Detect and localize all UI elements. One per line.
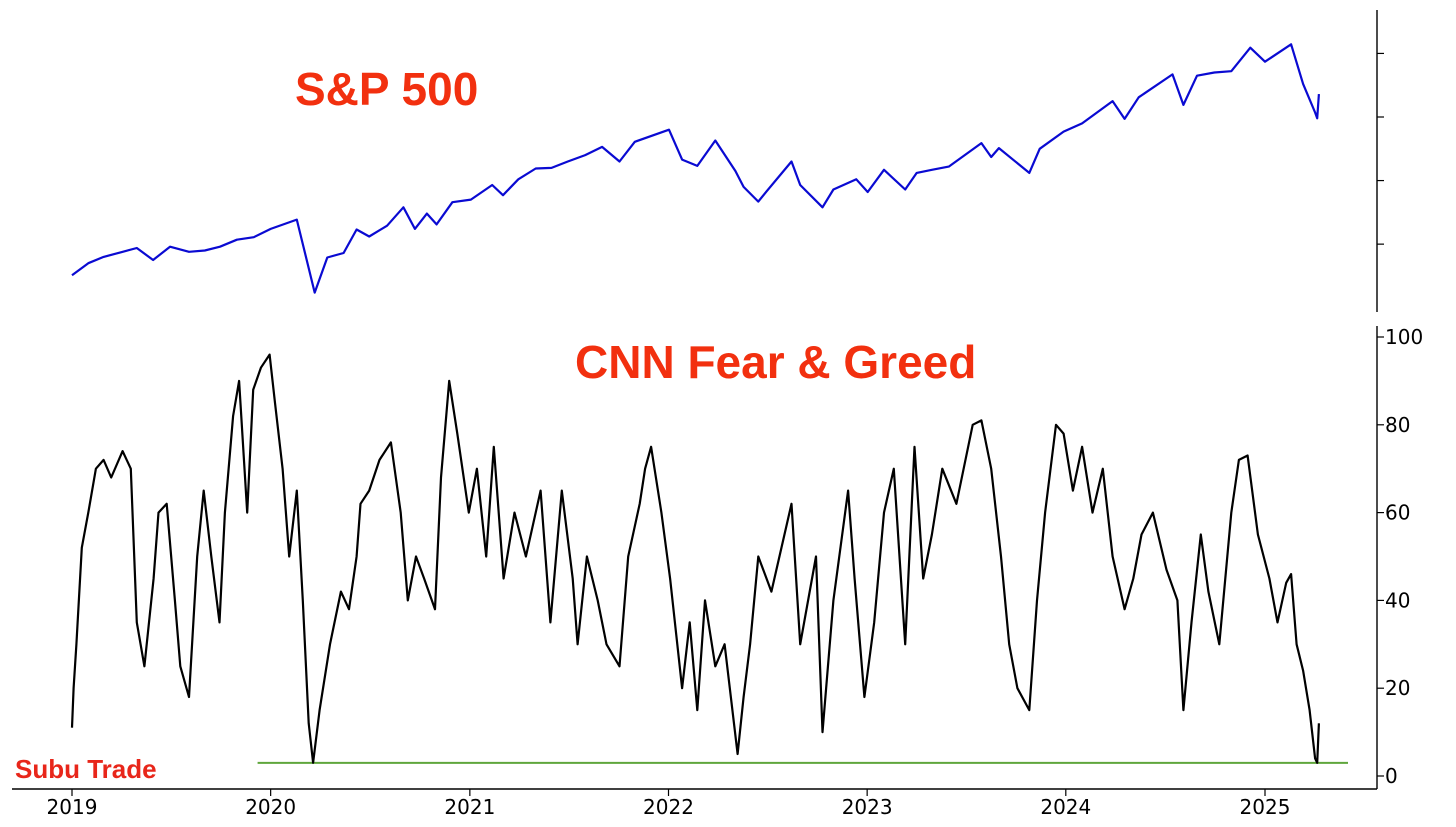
x-tick-label: 2024 xyxy=(1040,795,1091,819)
x-tick-label: 2022 xyxy=(643,795,694,819)
x-axis-ticks: 2019 2020 2021 2022 2023 2024 2025 xyxy=(47,789,1291,819)
y-tick-label: 40 xyxy=(1385,588,1410,612)
sp500-title: S&P 500 xyxy=(295,63,478,115)
sp500-y-ticks xyxy=(1377,52,1384,245)
y-tick-label: 60 xyxy=(1385,501,1410,525)
fear-greed-panel: 0 20 40 60 80 100 2019 2020 2021 2022 2023 2024 202… xyxy=(12,325,1423,819)
fear-greed-title: CNN Fear & Greed xyxy=(575,336,976,388)
y-tick-label: 80 xyxy=(1385,413,1410,437)
y-tick-label: 100 xyxy=(1385,325,1423,349)
x-tick-label: 2019 xyxy=(47,795,98,819)
y-tick-label: 20 xyxy=(1385,676,1410,700)
subu-trade-watermark: Subu Trade xyxy=(15,754,157,784)
x-tick-label: 2021 xyxy=(444,795,495,819)
fear-greed-y-ticks: 0 20 40 60 80 100 xyxy=(1377,325,1423,788)
fear-greed-series-line xyxy=(70,353,1320,764)
x-tick-label: 2023 xyxy=(842,795,893,819)
x-tick-label: 2025 xyxy=(1240,795,1291,819)
sp500-series-line xyxy=(71,43,1320,294)
x-tick-label: 2020 xyxy=(245,795,296,819)
sp500-panel: S&P 500 xyxy=(71,10,1384,312)
y-tick-label: 0 xyxy=(1385,764,1398,788)
